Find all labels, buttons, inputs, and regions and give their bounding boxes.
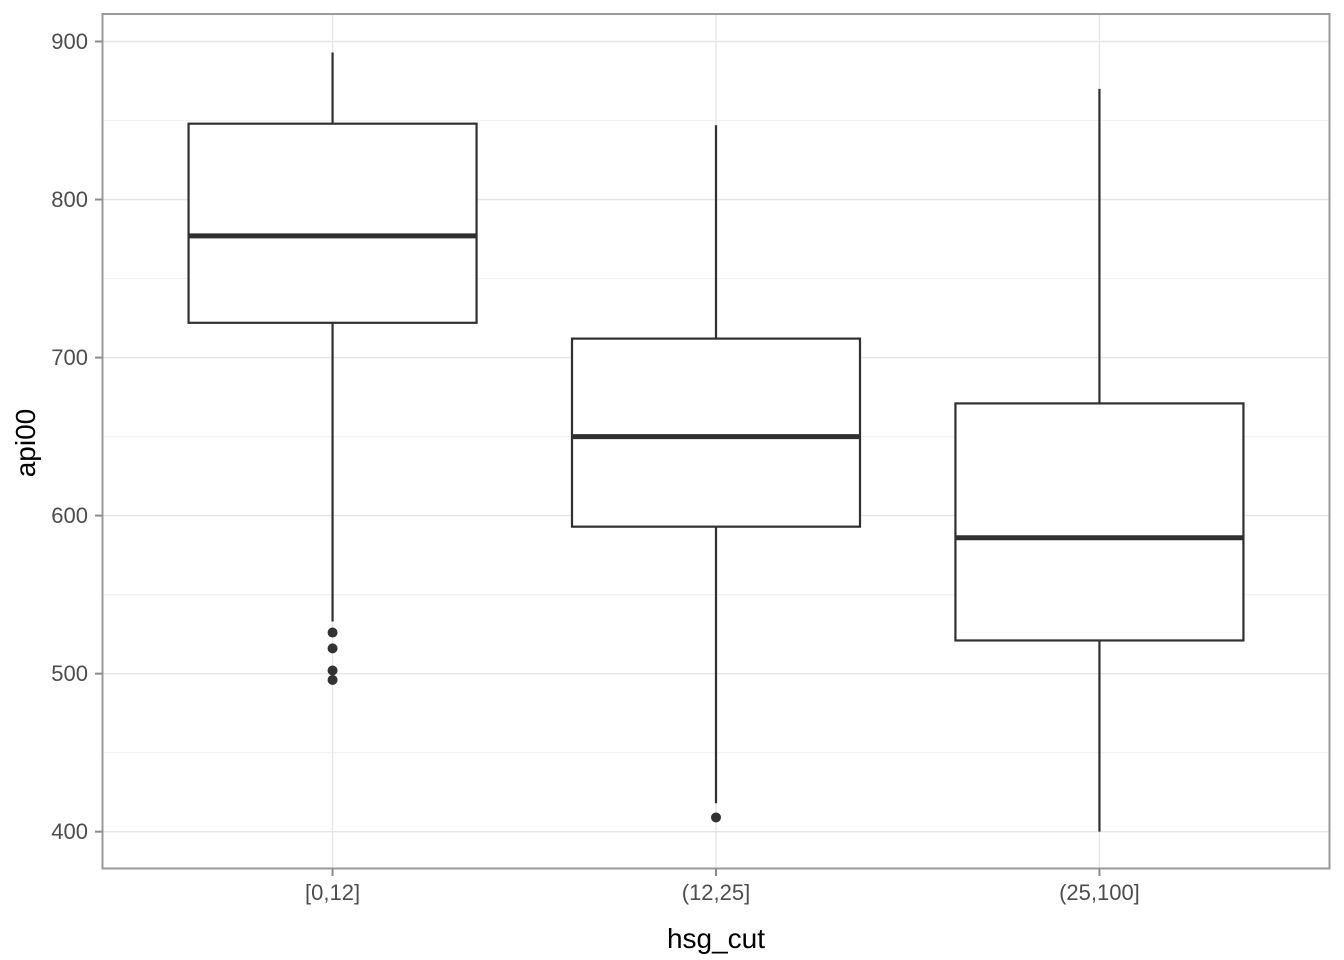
y-tick-label: 700 (51, 345, 88, 370)
x-category-label: [0,12] (305, 880, 360, 905)
outlier-point (711, 812, 721, 823)
y-tick-label: 800 (51, 187, 88, 212)
y-tick-label: 500 (51, 661, 88, 686)
x-category-label: (25,100] (1059, 880, 1140, 905)
y-tick-label: 900 (51, 29, 88, 54)
boxplot-box (187, 122, 478, 324)
outlier-point (327, 643, 338, 654)
outlier-point (327, 665, 338, 676)
y-tick-label: 600 (51, 503, 88, 528)
x-category-label: (12,25] (682, 880, 751, 905)
y-axis-title: api00 (10, 408, 41, 478)
outlier-point (327, 627, 338, 638)
outlier-point (327, 674, 338, 685)
boxplot-box (570, 337, 862, 528)
x-axis-title: hsg_cut (666, 923, 766, 954)
y-tick-label: 400 (51, 819, 88, 844)
boxplot-box (954, 402, 1245, 642)
